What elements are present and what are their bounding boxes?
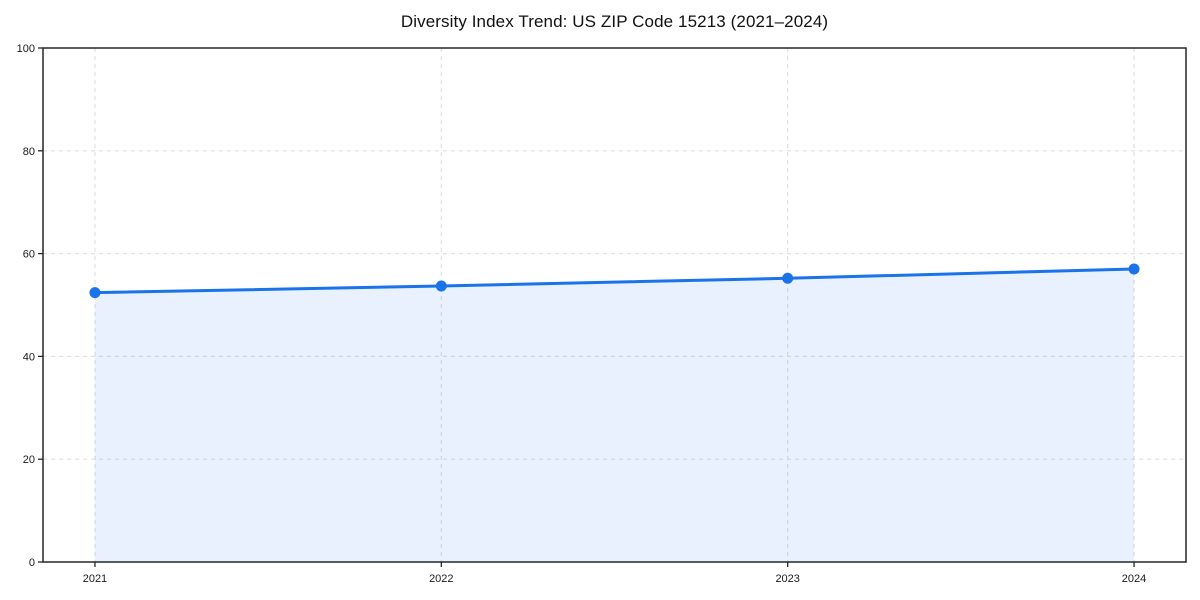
area-fill: [94, 269, 1135, 562]
data-point-marker: [89, 287, 101, 299]
y-tick-label: 40: [23, 351, 35, 363]
x-tick-label: 2021: [83, 573, 107, 585]
y-tick-label: 60: [23, 249, 35, 261]
data-point-marker: [782, 272, 794, 284]
y-tick-label: 100: [17, 43, 35, 55]
x-tick-label: 2024: [1122, 573, 1146, 585]
plot-border: [42, 47, 1187, 563]
x-tick-label: 2022: [429, 573, 453, 585]
x-tick-label: 2023: [775, 573, 799, 585]
y-tick-label: 20: [23, 454, 35, 466]
data-point-marker: [435, 280, 447, 292]
chart-title: Diversity Index Trend: US ZIP Code 15213…: [400, 12, 829, 31]
data-point-marker: [1128, 263, 1140, 275]
trend-line: [93, 267, 1136, 295]
y-tick-label: 80: [23, 146, 35, 158]
y-tick-label: 0: [29, 557, 35, 569]
